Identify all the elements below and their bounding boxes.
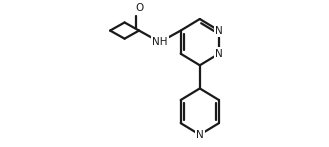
Text: N: N <box>215 49 223 59</box>
Text: N: N <box>215 26 223 36</box>
Text: N: N <box>196 130 204 140</box>
Text: NH: NH <box>152 37 167 47</box>
Text: O: O <box>135 3 143 13</box>
